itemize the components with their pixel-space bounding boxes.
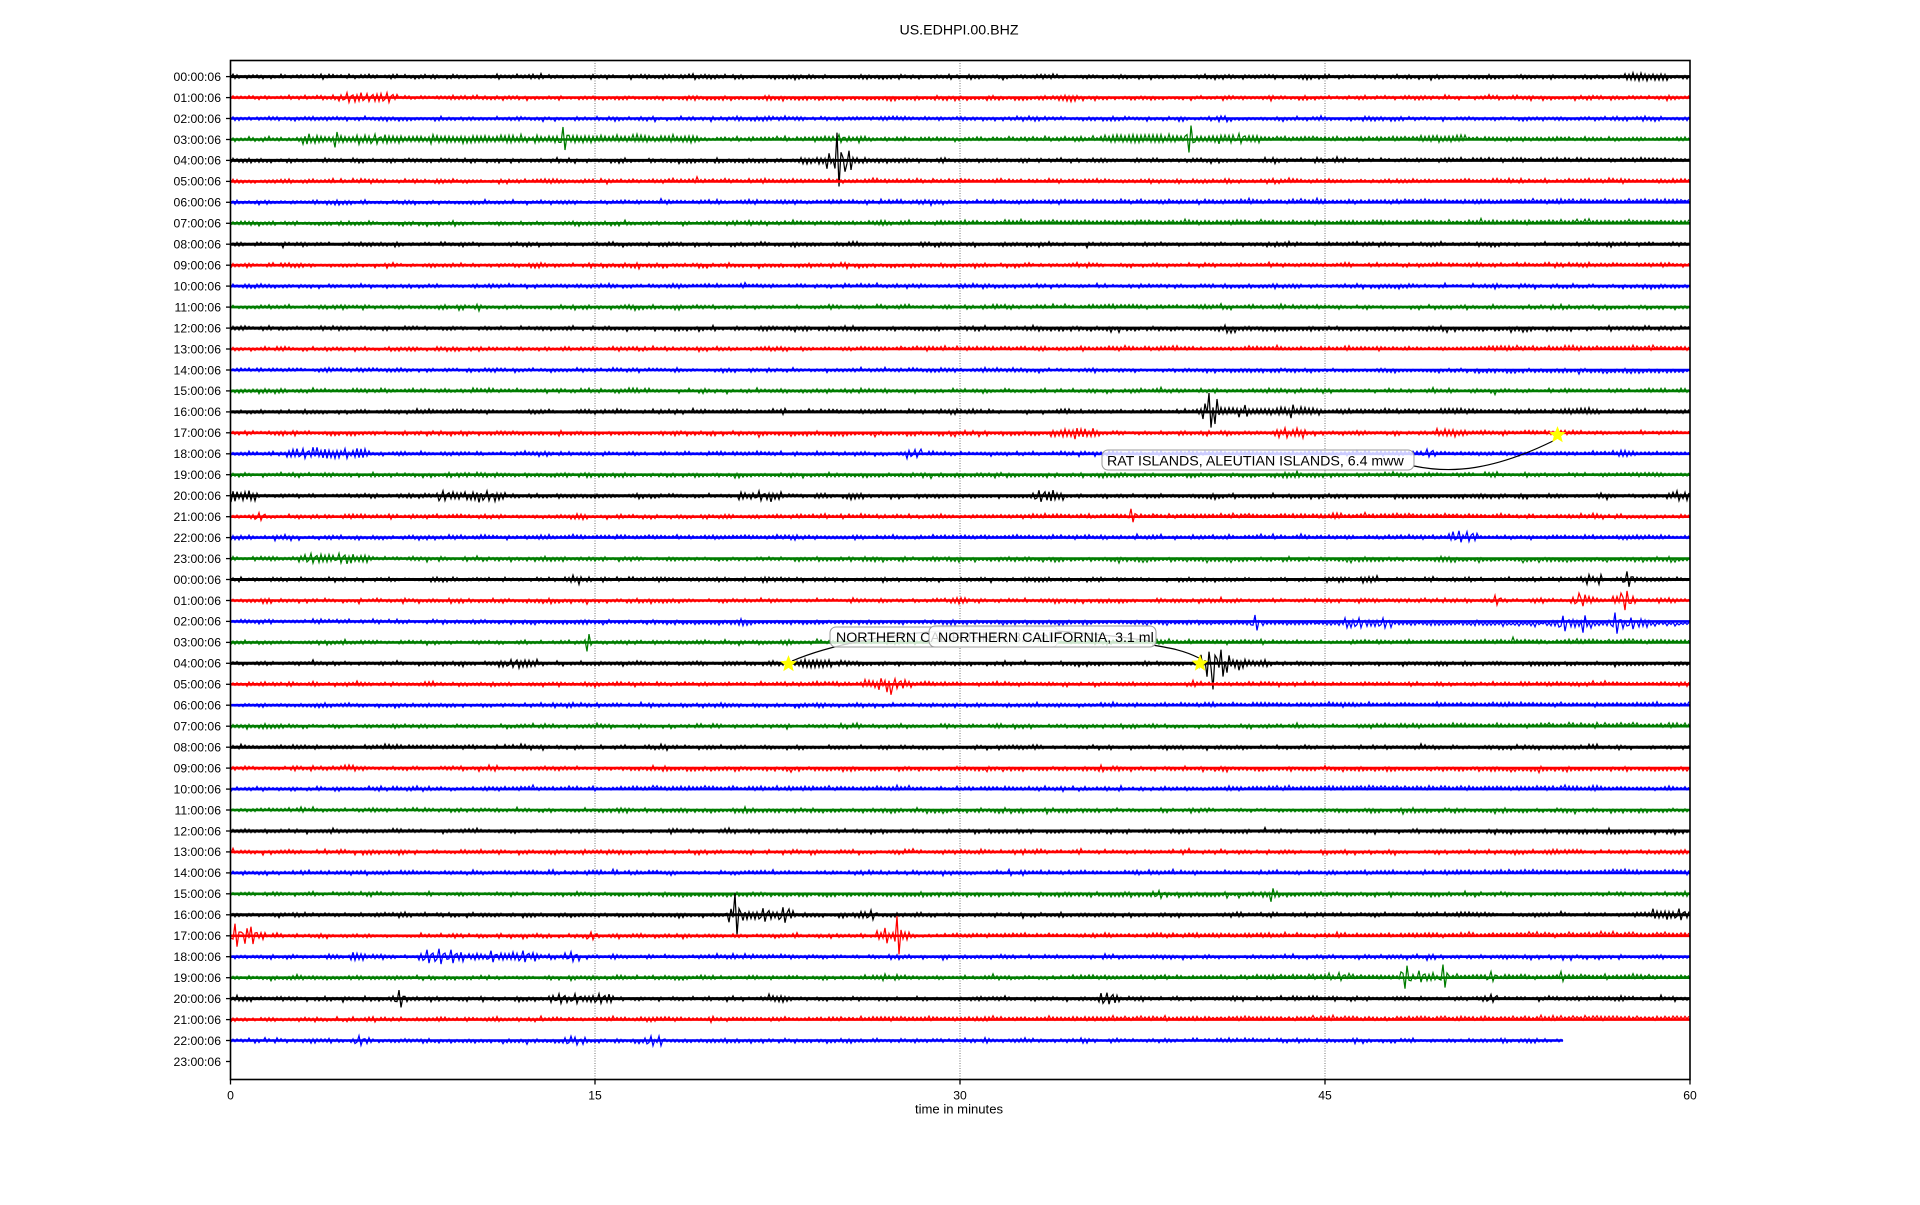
svg-text:10:00:06: 10:00:06 (174, 279, 222, 293)
svg-text:00:00:06: 00:00:06 (174, 573, 222, 587)
svg-text:22:00:06: 22:00:06 (174, 1034, 222, 1048)
svg-text:60: 60 (1683, 1089, 1697, 1103)
svg-text:02:00:06: 02:00:06 (174, 615, 222, 629)
svg-text:09:00:06: 09:00:06 (174, 761, 222, 775)
svg-text:21:00:06: 21:00:06 (174, 1013, 222, 1027)
svg-text:16:00:06: 16:00:06 (174, 908, 222, 922)
svg-text:13:00:06: 13:00:06 (174, 845, 222, 859)
svg-text:01:00:06: 01:00:06 (174, 91, 222, 105)
svg-text:07:00:06: 07:00:06 (174, 217, 222, 231)
svg-text:13:00:06: 13:00:06 (174, 342, 222, 356)
svg-text:02:00:06: 02:00:06 (174, 112, 222, 126)
svg-text:08:00:06: 08:00:06 (174, 238, 222, 252)
svg-text:04:00:06: 04:00:06 (174, 657, 222, 671)
svg-text:17:00:06: 17:00:06 (174, 929, 222, 943)
svg-text:RAT ISLANDS, ALEUTIAN ISLANDS,: RAT ISLANDS, ALEUTIAN ISLANDS, 6.4 mww (1107, 454, 1404, 470)
svg-text:11:00:06: 11:00:06 (174, 803, 221, 817)
svg-text:19:00:06: 19:00:06 (174, 971, 222, 985)
svg-text:09:00:06: 09:00:06 (174, 259, 222, 273)
svg-text:10:00:06: 10:00:06 (174, 782, 222, 796)
svg-text:23:00:06: 23:00:06 (174, 552, 222, 566)
svg-text:23:00:06: 23:00:06 (174, 1055, 222, 1069)
svg-text:15:00:06: 15:00:06 (174, 887, 222, 901)
svg-text:03:00:06: 03:00:06 (174, 636, 222, 650)
svg-text:01:00:06: 01:00:06 (174, 594, 222, 608)
svg-text:15: 15 (588, 1089, 602, 1103)
svg-text:14:00:06: 14:00:06 (174, 363, 222, 377)
svg-text:20:00:06: 20:00:06 (174, 489, 222, 503)
svg-text:07:00:06: 07:00:06 (174, 720, 222, 734)
svg-text:0: 0 (227, 1089, 234, 1103)
svg-text:22:00:06: 22:00:06 (174, 531, 222, 545)
svg-text:11:00:06: 11:00:06 (174, 300, 221, 314)
svg-text:12:00:06: 12:00:06 (174, 321, 222, 335)
svg-text:20:00:06: 20:00:06 (174, 992, 222, 1006)
svg-text:00:00:06: 00:00:06 (174, 70, 222, 84)
svg-text:04:00:06: 04:00:06 (174, 154, 222, 168)
svg-text:NORTHERN CALIFORNIA, 3.1 ml: NORTHERN CALIFORNIA, 3.1 ml (938, 630, 1154, 646)
svg-text:12:00:06: 12:00:06 (174, 824, 222, 838)
svg-text:45: 45 (1318, 1089, 1332, 1103)
svg-text:US.EDHPI.00.BHZ: US.EDHPI.00.BHZ (899, 23, 1018, 39)
svg-text:05:00:06: 05:00:06 (174, 175, 222, 189)
svg-text:15:00:06: 15:00:06 (174, 384, 222, 398)
svg-text:19:00:06: 19:00:06 (174, 468, 222, 482)
svg-text:21:00:06: 21:00:06 (174, 510, 222, 524)
svg-text:08:00:06: 08:00:06 (174, 741, 222, 755)
svg-text:18:00:06: 18:00:06 (174, 950, 222, 964)
svg-text:03:00:06: 03:00:06 (174, 133, 222, 147)
svg-text:14:00:06: 14:00:06 (174, 866, 222, 880)
svg-text:06:00:06: 06:00:06 (174, 196, 222, 210)
svg-text:time in minutes: time in minutes (915, 1102, 1004, 1117)
svg-text:05:00:06: 05:00:06 (174, 678, 222, 692)
svg-text:16:00:06: 16:00:06 (174, 405, 222, 419)
svg-text:06:00:06: 06:00:06 (174, 699, 222, 713)
svg-text:17:00:06: 17:00:06 (174, 426, 222, 440)
svg-text:18:00:06: 18:00:06 (174, 447, 222, 461)
svg-text:30: 30 (953, 1089, 967, 1103)
